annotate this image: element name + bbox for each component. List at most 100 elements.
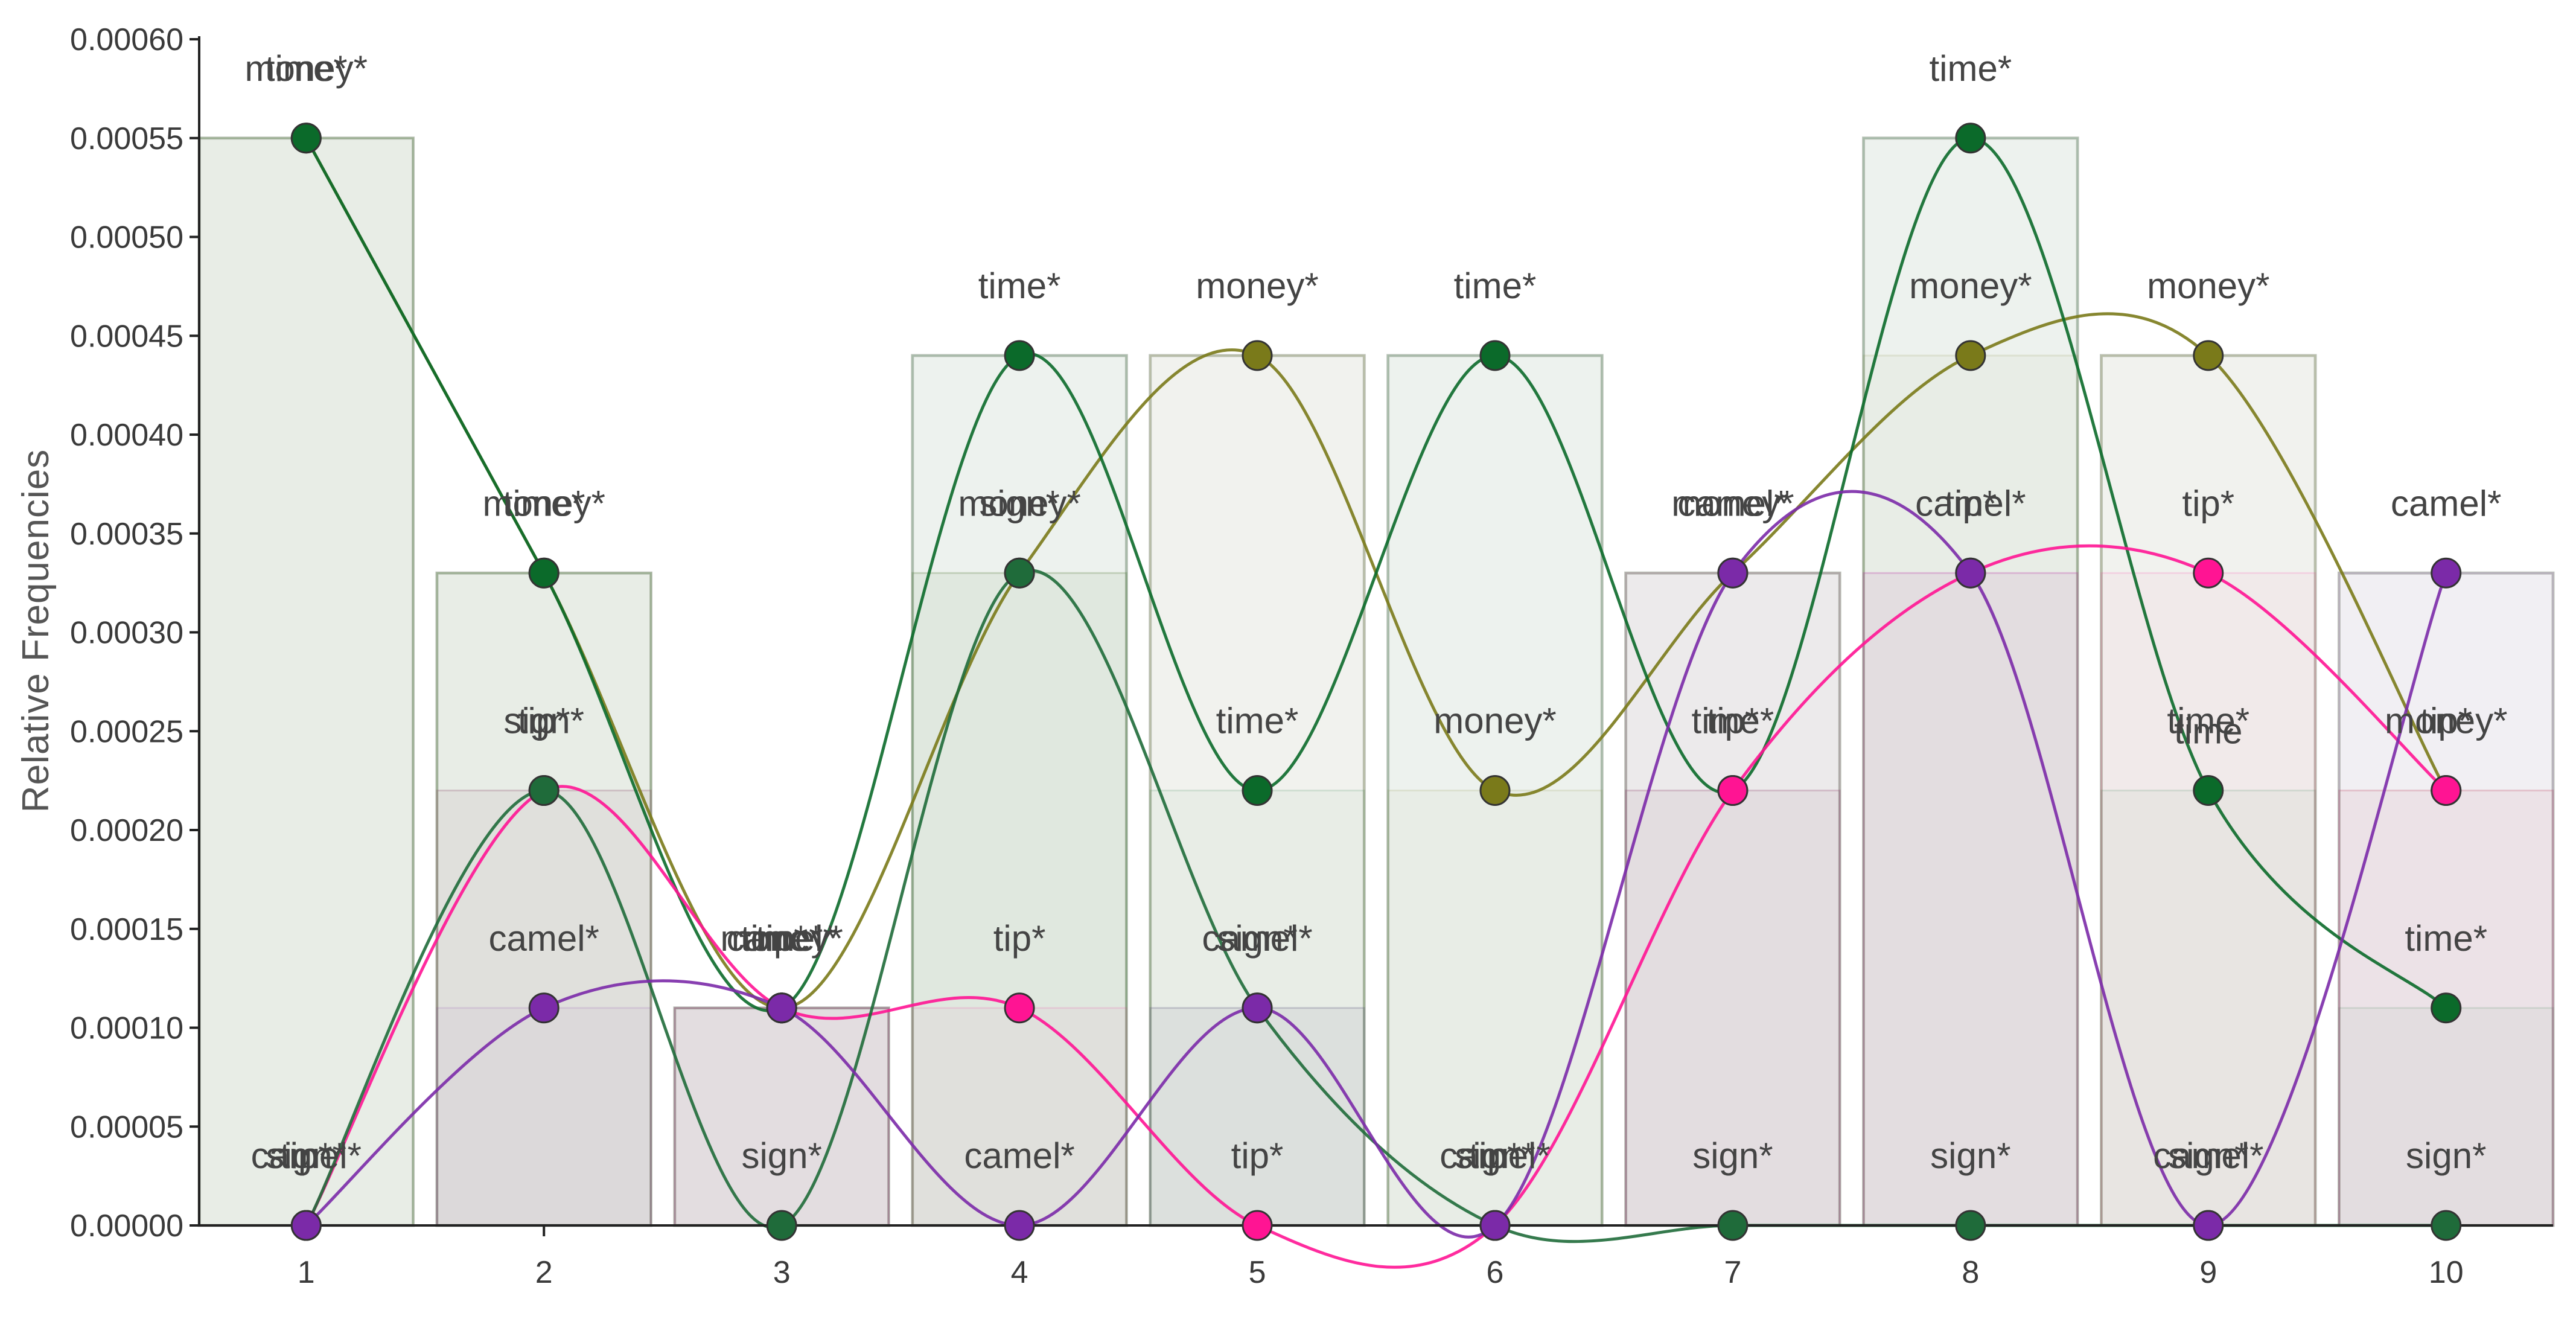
data-label: camel* xyxy=(964,1135,1074,1176)
band-fill xyxy=(911,572,1127,1227)
data-point xyxy=(1479,1210,1511,1241)
data-label: sign* xyxy=(2168,1135,2248,1176)
y-tick-label: 0.00045 xyxy=(70,319,183,354)
data-label: money* xyxy=(482,483,605,523)
data-label: camel* xyxy=(726,918,837,959)
y-tick-label: 0.00015 xyxy=(70,912,183,947)
data-point xyxy=(2431,992,2462,1024)
data-point xyxy=(528,557,560,589)
data-point xyxy=(2431,557,2462,589)
data-label: time* xyxy=(2405,918,2487,959)
x-tick-label: 7 xyxy=(1724,1255,1741,1290)
y-axis-label: Relative Frequencies xyxy=(15,449,57,813)
data-point xyxy=(528,775,560,806)
data-label: sign* xyxy=(266,1135,346,1176)
data-point xyxy=(1955,1210,1986,1241)
band-fill xyxy=(2100,572,2316,1227)
data-point xyxy=(1242,1210,1273,1241)
data-label: time* xyxy=(978,266,1061,306)
data-label: sign* xyxy=(1930,1135,2010,1176)
data-label: tip* xyxy=(2420,701,2472,741)
band-7 xyxy=(1624,571,1841,1227)
data-point xyxy=(2193,557,2224,589)
band-fill xyxy=(1625,572,1841,1227)
y-tick-label: 0.00020 xyxy=(70,813,183,848)
data-label: sign* xyxy=(1217,918,1297,959)
data-label: sign* xyxy=(1692,1135,1773,1176)
data-label: camel* xyxy=(489,918,599,959)
data-label: tip* xyxy=(756,918,808,959)
data-label: time* xyxy=(1929,48,2012,89)
data-label: money* xyxy=(245,48,368,89)
y-tick-label: 0.00025 xyxy=(70,714,183,749)
data-label: tip* xyxy=(1707,701,1759,741)
series-line-1 xyxy=(305,136,2447,1012)
y-tick-label: 0.00005 xyxy=(70,1110,183,1145)
data-label: camel* xyxy=(1202,918,1312,959)
data-label: tip* xyxy=(2182,483,2234,523)
data-label: camel* xyxy=(251,1135,362,1176)
data-label: sign* xyxy=(504,701,584,741)
data-label: camel* xyxy=(2391,483,2501,523)
annotation-label: time xyxy=(2174,711,2242,751)
data-label: money* xyxy=(1433,701,1556,741)
band-fill xyxy=(2338,572,2554,1227)
data-point xyxy=(1242,340,1273,371)
data-label: tip* xyxy=(1944,483,1997,523)
data-point xyxy=(766,992,797,1024)
data-point xyxy=(290,123,322,154)
data-label: time* xyxy=(741,918,823,959)
data-point xyxy=(2431,1210,2462,1241)
x-tick-label: 3 xyxy=(773,1255,791,1290)
data-point xyxy=(1955,123,1986,154)
x-tick-label: 6 xyxy=(1487,1255,1504,1290)
data-point xyxy=(1004,1210,1035,1241)
y-tick-label: 0.00040 xyxy=(70,418,183,453)
y-tick-label: 0.00035 xyxy=(70,517,183,552)
data-label: time* xyxy=(2167,701,2249,741)
y-tick-label: 0.00010 xyxy=(70,1011,183,1046)
data-label: time* xyxy=(1454,266,1537,306)
x-tick-label: 8 xyxy=(1962,1255,1979,1290)
series-line-2 xyxy=(305,544,2447,1269)
band-10 xyxy=(2337,571,2555,1227)
x-tick-label: 10 xyxy=(2429,1255,2464,1290)
x-tick-label: 5 xyxy=(1249,1255,1266,1290)
data-point xyxy=(1717,557,1749,589)
band-fill xyxy=(1149,1007,1365,1227)
data-label: sign* xyxy=(979,483,1059,523)
band-fill xyxy=(674,1007,890,1227)
data-point xyxy=(2193,1210,2224,1241)
data-label: camel* xyxy=(2153,1135,2263,1176)
point-labels: money* money* money* money* money* money* mone… xyxy=(245,48,2508,1176)
data-label: time* xyxy=(265,48,348,89)
data-label: camel* xyxy=(1439,1135,1550,1176)
y-tick-label: 0.00030 xyxy=(70,616,183,651)
band-8 xyxy=(1862,136,2079,1227)
data-point xyxy=(2431,775,2462,806)
y-tick-label: 0.00000 xyxy=(70,1209,183,1244)
data-label: tip* xyxy=(1231,1135,1284,1176)
data-point xyxy=(1004,992,1035,1024)
series-line-4 xyxy=(305,490,2448,1239)
data-point xyxy=(2193,775,2224,806)
data-label: money* xyxy=(1196,266,1318,306)
x-tick-label: 2 xyxy=(535,1255,553,1290)
data-point xyxy=(1479,775,1511,806)
data-point xyxy=(1242,775,1273,806)
axes: 0.00000 0.00005 0.00010 0.00015 0.00020 0.000… xyxy=(70,22,2553,1290)
data-label: money* xyxy=(2385,701,2507,741)
data-label: sign* xyxy=(1455,1135,1535,1176)
data-label: tip* xyxy=(280,1135,333,1176)
band-fill xyxy=(436,1007,652,1227)
data-point xyxy=(1479,340,1511,371)
data-point xyxy=(1004,557,1035,589)
data-point xyxy=(766,1210,797,1241)
data-label: tip* xyxy=(993,918,1046,959)
data-point xyxy=(290,1210,322,1241)
data-label: money* xyxy=(1909,266,2032,306)
band-fill xyxy=(198,137,415,1227)
data-point xyxy=(1717,1210,1749,1241)
